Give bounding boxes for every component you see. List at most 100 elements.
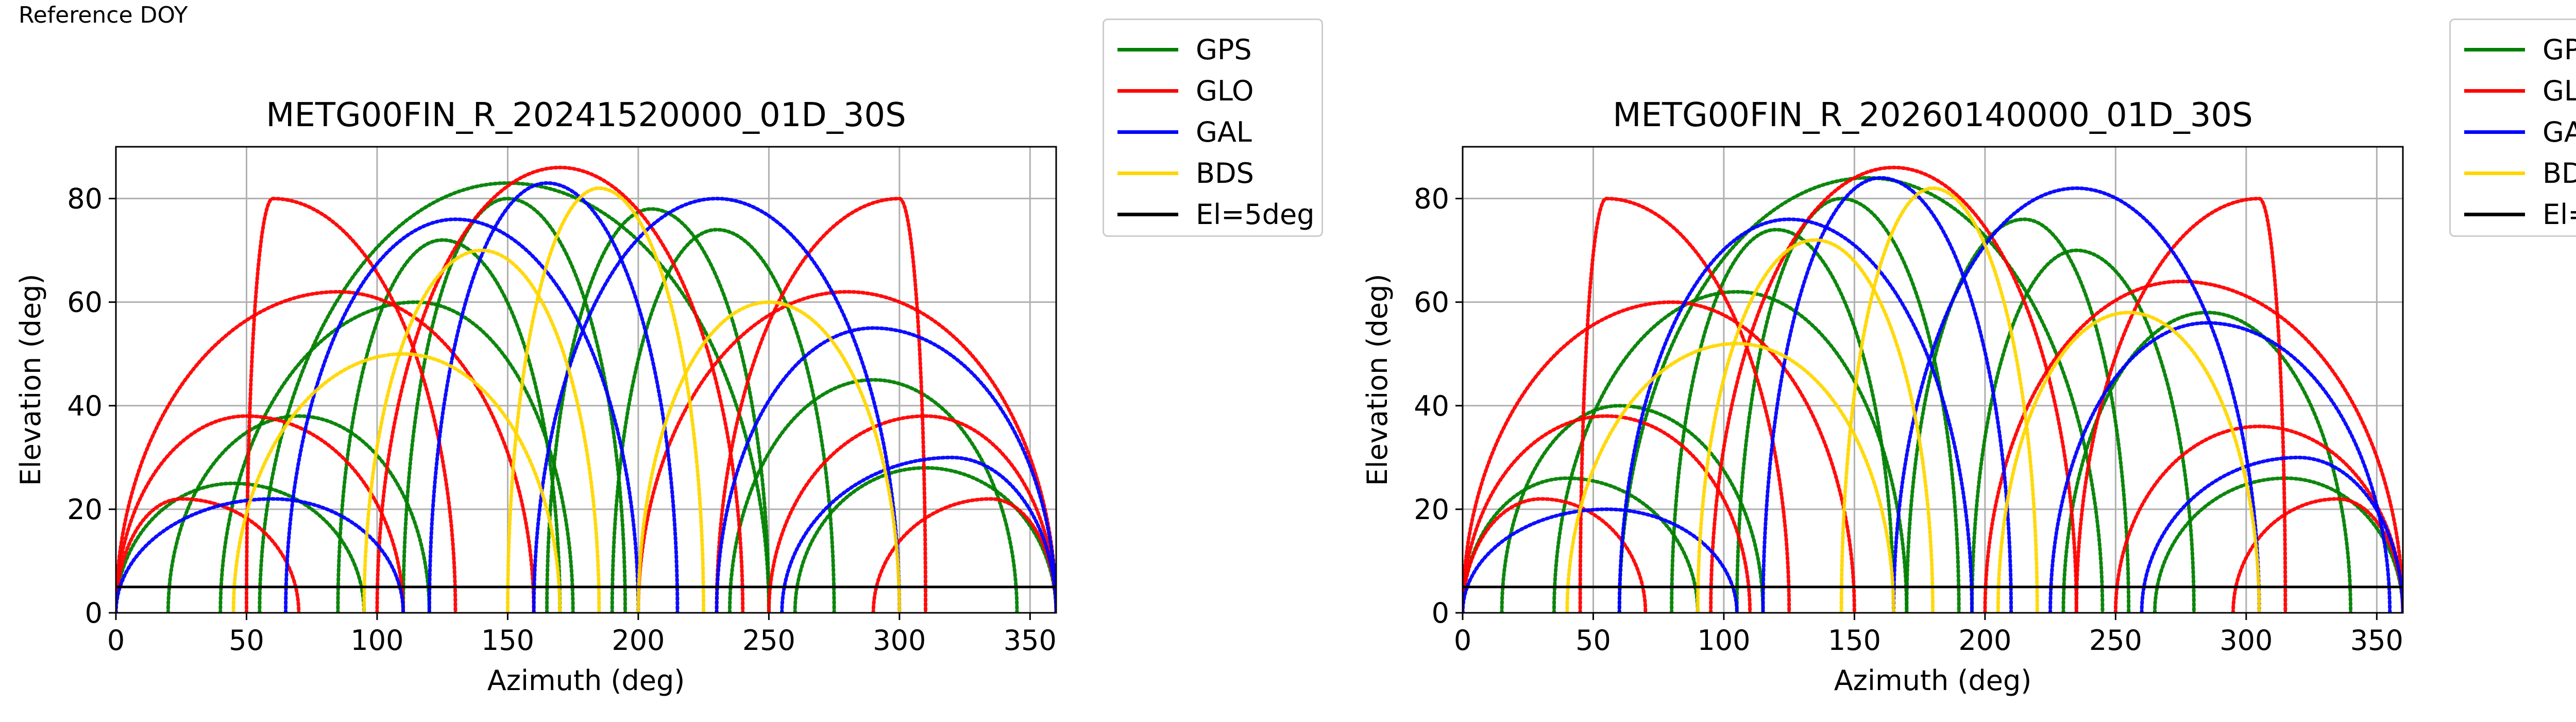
track-glo-1 bbox=[636, 290, 1056, 613]
y-tick-label: 20 bbox=[67, 493, 103, 526]
track-gal-3 bbox=[116, 497, 405, 613]
chart-title: METG00FIN_R_20241520000_01D_30S bbox=[266, 96, 906, 134]
track-gal-0 bbox=[284, 217, 640, 613]
legend-item-gal: GAL bbox=[2464, 114, 2576, 150]
legend: GPS GLO GAL BDS El=5deg bbox=[2449, 19, 2576, 237]
y-tick-label: 80 bbox=[67, 183, 103, 215]
track-bds-1 bbox=[1839, 186, 2039, 613]
chart-svg: 0 50 100 150 200 250 300 350 0 20 40 60 80 METG00FIN_… bbox=[1361, 96, 2404, 697]
track-gal-4 bbox=[1761, 176, 2013, 613]
legend-swatch bbox=[1117, 89, 1178, 93]
legend-swatch bbox=[2464, 47, 2525, 51]
x-axis-label: Azimuth (deg) bbox=[487, 664, 685, 697]
legend-label: GPS bbox=[2543, 33, 2576, 66]
track-gps-3 bbox=[336, 238, 562, 613]
legend-item-gps: GPS bbox=[2464, 31, 2576, 67]
track-bds-0 bbox=[231, 352, 562, 613]
legend-label: BDS bbox=[1196, 157, 1254, 190]
legend-label: GPS bbox=[1196, 33, 1252, 66]
axes-frame bbox=[115, 146, 1057, 614]
reference-doy-label: Reference DOY bbox=[19, 2, 188, 28]
legend: GPS GLO GAL BDS El=5deg bbox=[1103, 19, 1323, 237]
track-gps-2 bbox=[1500, 404, 1765, 613]
track-gps-8 bbox=[1905, 217, 2131, 613]
y-tick-label: 40 bbox=[1414, 390, 1449, 422]
track-glo-0 bbox=[116, 290, 536, 613]
track-bds-1 bbox=[505, 186, 706, 613]
track-gal-1 bbox=[1892, 186, 2261, 613]
y-axis-label: Elevation (deg) bbox=[1361, 274, 1394, 486]
track-glo-1 bbox=[1983, 279, 2403, 613]
legend-swatch bbox=[2464, 89, 2525, 93]
legend-swatch bbox=[1117, 130, 1178, 134]
x-tick-label: 350 bbox=[1004, 624, 1057, 657]
track-bds-3 bbox=[1696, 238, 1935, 613]
y-tick-label: 40 bbox=[67, 390, 103, 422]
track-gps-0 bbox=[218, 300, 575, 613]
track-gps-9 bbox=[793, 466, 1056, 613]
x-tick-label: 200 bbox=[612, 624, 665, 657]
track-gal-5 bbox=[2140, 455, 2403, 613]
legend-label: El=5deg bbox=[1196, 198, 1315, 231]
track-bds-2 bbox=[1996, 311, 2261, 613]
legend-swatch bbox=[1117, 47, 1178, 51]
track-glo-3 bbox=[767, 414, 1056, 613]
track-gps-4 bbox=[610, 228, 836, 613]
legend-label: GLO bbox=[1196, 74, 1254, 107]
track-glo-4 bbox=[1578, 197, 1791, 613]
legend-label: GLO bbox=[2543, 74, 2576, 107]
legend-swatch bbox=[1117, 171, 1178, 175]
legend-label: BDS bbox=[2543, 157, 2576, 190]
series-bds bbox=[1565, 186, 2261, 613]
chart-title: METG00FIN_R_20260140000_01D_30S bbox=[1613, 96, 2253, 134]
track-gps-1 bbox=[258, 181, 771, 613]
axes-frame bbox=[1462, 146, 2404, 614]
x-tick-label: 150 bbox=[481, 624, 534, 657]
track-glo-5 bbox=[715, 197, 927, 613]
legend-item-glo: GLO bbox=[1117, 73, 1254, 109]
y-axis-label: Elevation (deg) bbox=[14, 274, 47, 486]
series-gps bbox=[116, 181, 1056, 613]
track-glo-0 bbox=[1463, 300, 1856, 613]
track-glo-6 bbox=[116, 497, 301, 613]
legend-item-el-5deg: El=5deg bbox=[1117, 196, 1315, 232]
track-bds-0 bbox=[1565, 341, 1895, 613]
track-gps-3 bbox=[1670, 228, 1895, 613]
legend-item-bds: BDS bbox=[1117, 155, 1254, 191]
y-tick-label: 20 bbox=[1414, 493, 1449, 526]
x-tick-label: 0 bbox=[107, 624, 125, 657]
track-glo-5 bbox=[2074, 197, 2287, 613]
x-tick-label: 300 bbox=[2219, 624, 2273, 657]
x-tick-label: 250 bbox=[2089, 624, 2142, 657]
x-tick-label: 100 bbox=[1697, 624, 1750, 657]
x-tick-label: 200 bbox=[1958, 624, 2011, 657]
track-gal-3 bbox=[1463, 507, 1739, 613]
chart-svg: 0 50 100 150 200 250 300 350 0 20 40 60 80 METG00FIN_… bbox=[14, 96, 1057, 697]
track-gps-5 bbox=[727, 377, 1019, 613]
skyplot-chart-left: 0 50 100 150 200 250 300 350 0 20 40 60 80 METG00FIN_… bbox=[14, 19, 1323, 697]
grid bbox=[115, 147, 1056, 614]
track-gal-2 bbox=[715, 326, 1056, 613]
x-axis-label: Azimuth (deg) bbox=[1834, 664, 2032, 697]
series-glo bbox=[1463, 165, 2403, 613]
series-glo bbox=[116, 165, 1056, 613]
series-bds bbox=[231, 186, 902, 613]
y-tick-label: 60 bbox=[1414, 286, 1449, 319]
series-gps bbox=[1463, 176, 2403, 613]
legend-item-el-5deg: El=5deg bbox=[2464, 196, 2576, 232]
legend-item-gal: GAL bbox=[1117, 114, 1252, 150]
track-gps-1 bbox=[1617, 176, 2105, 613]
legend-label: GAL bbox=[2543, 115, 2576, 148]
y-tick-label: 80 bbox=[1414, 183, 1449, 215]
track-gps-8 bbox=[545, 207, 771, 613]
track-gal-0 bbox=[1617, 217, 1974, 613]
x-tick-label: 100 bbox=[350, 624, 403, 657]
track-glo-8 bbox=[1709, 165, 2078, 613]
x-tick-label: 350 bbox=[2350, 624, 2403, 657]
x-tick-label: 300 bbox=[873, 624, 926, 657]
track-bds-3 bbox=[362, 248, 601, 613]
y-tick-label: 0 bbox=[1432, 597, 1449, 629]
track-gps-2 bbox=[166, 414, 431, 613]
legend-item-bds: BDS bbox=[2464, 155, 2576, 191]
track-glo-4 bbox=[245, 197, 457, 613]
